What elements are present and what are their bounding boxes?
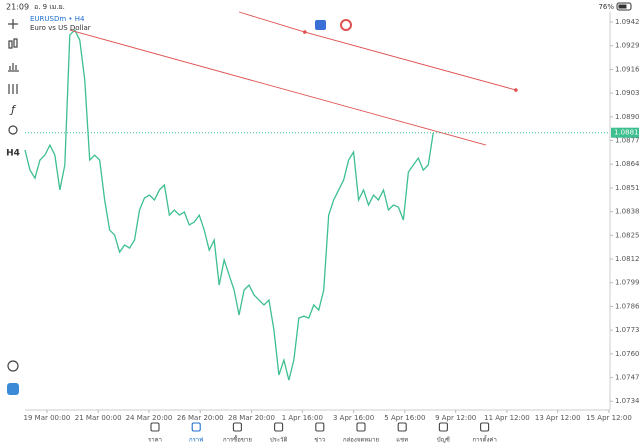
x-tick-label: 15 Apr 12:00 xyxy=(586,414,632,422)
nav-icon xyxy=(438,422,448,432)
battery-level: 76% xyxy=(598,3,614,11)
y-tick-label: 1.08640 xyxy=(615,160,640,168)
x-tick-label: 9 Apr 12:00 xyxy=(435,414,476,422)
y-tick-label: 1.07470 xyxy=(615,374,640,382)
y-tick-label: 1.09030 xyxy=(615,89,640,97)
y-tick-label: 1.08900 xyxy=(615,113,640,121)
nav-item[interactable]: แชท xyxy=(396,422,408,444)
function-tool[interactable]: ƒ xyxy=(9,103,17,116)
y-tick-label: 1.08250 xyxy=(615,231,640,239)
timeframe-button[interactable]: H4 xyxy=(6,149,20,159)
nav-icon xyxy=(191,422,201,432)
battery-icon xyxy=(616,2,632,11)
price-line xyxy=(24,28,434,381)
x-tick-label: 26 Mar 20:00 xyxy=(177,414,224,422)
nav-item[interactable]: บัญชี xyxy=(437,422,450,444)
trendline xyxy=(69,29,487,146)
nav-icon xyxy=(150,422,160,432)
x-tick-label: 28 Mar 20:00 xyxy=(228,414,275,422)
battery-fill xyxy=(618,4,627,9)
x-tick-label: 1 Apr 16:00 xyxy=(282,414,323,422)
y-tick-label: 1.07990 xyxy=(615,279,640,287)
y-tick-label: 1.09420 xyxy=(615,18,640,26)
y-tick-label: 1.08120 xyxy=(615,255,640,263)
x-tick-label: 19 Mar 00:00 xyxy=(24,414,71,422)
x-tick-label: 13 Apr 12:00 xyxy=(535,414,581,422)
symbol-subtitle: Euro vs US Dollar xyxy=(30,24,91,32)
nav-item[interactable]: การซื้อขาย xyxy=(223,422,252,444)
bottom-nav: ราคา กราฟ การซื้อขาย ประวัติ ข่าว กล่องจดหมาย… xyxy=(148,422,497,444)
nav-label: ข่าว xyxy=(314,437,325,444)
status-date: อ. 9 เม.ย. xyxy=(34,3,65,11)
crosshair-tool[interactable] xyxy=(8,19,18,29)
x-tick-label: 11 Apr 12:00 xyxy=(484,414,530,422)
y-tick-label: 1.08510 xyxy=(615,184,640,192)
y-tick-label: 1.09160 xyxy=(615,65,640,73)
x-tick-label: 21 Mar 00:00 xyxy=(75,414,122,422)
nav-label: ราคา xyxy=(148,437,162,444)
nav-item[interactable]: ข่าว xyxy=(314,422,325,444)
trendline-anchor xyxy=(303,30,307,34)
nav-item[interactable]: กราฟ xyxy=(189,422,203,444)
chart-type-tool[interactable] xyxy=(8,38,18,49)
nav-label: กล่องจดหมาย xyxy=(343,437,379,444)
symbol-title: EURUSDm • H4 xyxy=(30,15,85,23)
current-price-label: 1.08813 xyxy=(614,129,640,137)
y-tick-label: 1.09290 xyxy=(615,42,640,50)
nav-item[interactable]: ราคา xyxy=(148,422,162,444)
left-toolbar: ƒ H4 xyxy=(6,19,20,395)
nav-item[interactable]: การตั้งค่า xyxy=(472,422,497,444)
nav-icon xyxy=(397,422,407,432)
nav-item[interactable]: กล่องจดหมาย xyxy=(343,422,379,444)
nav-label: บัญชี xyxy=(437,436,450,444)
objects-tool[interactable] xyxy=(8,125,18,135)
current-price-box xyxy=(611,127,639,138)
trendline xyxy=(238,11,517,91)
x-tick-label: 5 Apr 16:00 xyxy=(384,414,425,422)
trade-button[interactable] xyxy=(315,20,326,30)
x-tick-label: 3 Apr 16:00 xyxy=(333,414,374,422)
indicator-tool[interactable] xyxy=(8,84,18,94)
trendline-anchor xyxy=(514,88,518,92)
bars-tool[interactable] xyxy=(8,63,19,72)
nav-icon xyxy=(480,422,490,432)
speed-tool[interactable] xyxy=(7,360,19,372)
app-icon[interactable] xyxy=(7,383,19,395)
y-tick-label: 1.08770 xyxy=(615,137,640,145)
nav-label: การตั้งค่า xyxy=(472,434,496,444)
nav-label: แชท xyxy=(396,437,408,444)
y-tick-label: 1.08380 xyxy=(615,208,640,216)
y-tick-label: 1.07860 xyxy=(615,302,640,310)
nav-icon xyxy=(232,422,242,432)
nav-label: การซื้อขาย xyxy=(223,434,252,444)
nav-icon xyxy=(356,422,366,432)
x-tick-label: 24 Mar 20:00 xyxy=(126,414,173,422)
y-tick-label: 1.07340 xyxy=(615,397,640,405)
nav-item[interactable]: ประวัติ xyxy=(270,422,288,444)
nav-label: ประวัติ xyxy=(270,437,288,444)
y-tick-label: 1.07730 xyxy=(615,326,640,334)
trade-button[interactable] xyxy=(340,19,352,31)
status-time: 21:09 xyxy=(6,3,29,12)
nav-label: กราฟ xyxy=(189,437,203,444)
nav-icon xyxy=(274,422,284,432)
y-tick-label: 1.07600 xyxy=(615,350,640,358)
nav-icon xyxy=(315,422,325,432)
